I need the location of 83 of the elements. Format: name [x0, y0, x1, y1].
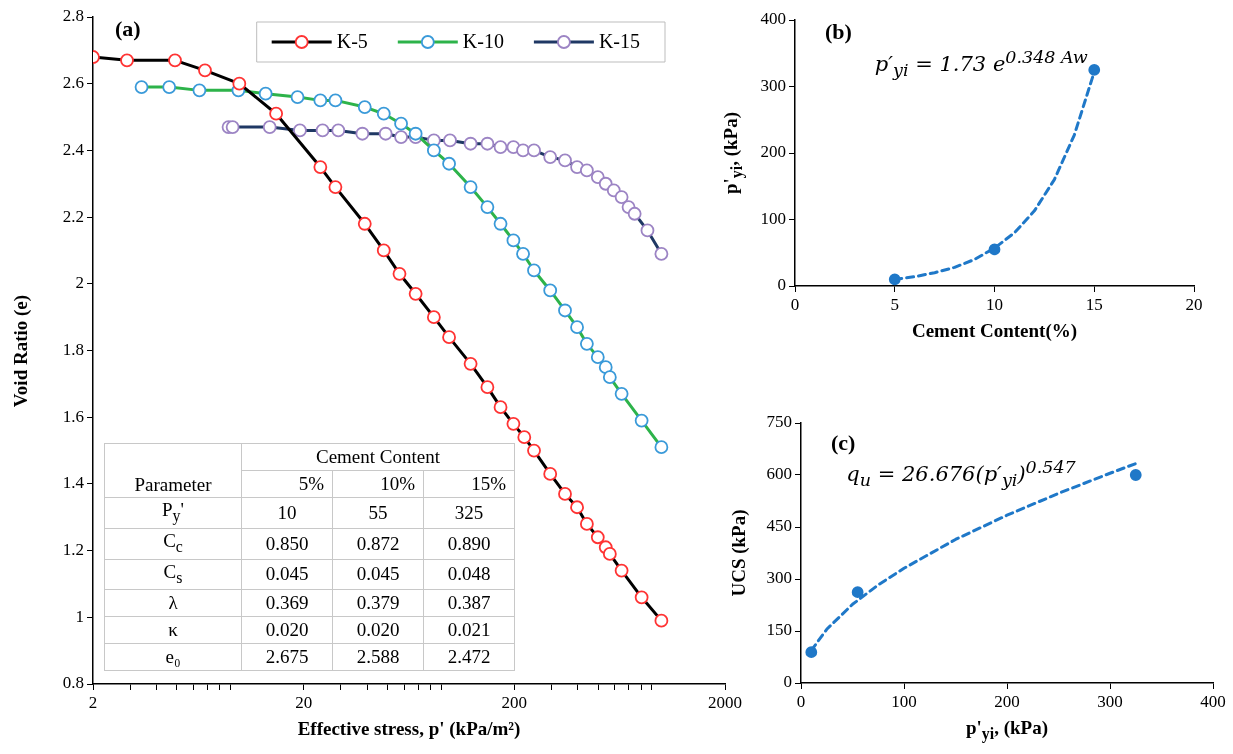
annotation: Cement Content [241, 443, 515, 471]
annotation: κ [104, 616, 242, 644]
y-tick-label: 400 [760, 9, 786, 29]
annotation: 0.387 [423, 589, 515, 617]
annotation: 5% [241, 470, 333, 498]
y-tick-label: 2 [75, 273, 84, 293]
y-axis-title: UCS (kPa) [728, 509, 750, 597]
annotation: 0.048 [423, 559, 515, 590]
x-tick-label: 15 [1085, 294, 1103, 314]
x-axis-title: p'$_{yi}$, (kPa) [966, 717, 1048, 743]
y-tick-label: 300 [766, 568, 792, 588]
annotation: p′$_{yi}$ = 1.73 e$^{0.348 Aw}$ [874, 46, 1088, 80]
point [888, 273, 901, 286]
annotation: 0.045 [241, 559, 333, 590]
legend-label: K-15 [598, 30, 641, 53]
y-tick-label: 100 [760, 208, 786, 228]
point [1129, 469, 1142, 481]
x-axis-title: Cement Content(%) [911, 320, 1078, 342]
annotation: e₀ [104, 643, 242, 671]
y-axis-title: Void Ratio (e) [10, 294, 32, 407]
y-tick-label: 1.4 [62, 473, 85, 493]
annotation: q$_{u}$ = 26.676(p′$_{yi}$)$^{0.547}$ [846, 456, 1076, 490]
point [988, 243, 1001, 256]
annotation: C$_{s}$ [104, 559, 242, 590]
x-tick-label: 20 [295, 692, 313, 712]
x-tick-label: 300 [1097, 691, 1123, 711]
legend-label: K-10 [462, 30, 504, 53]
y-tick-label: 0 [783, 672, 792, 692]
x-tick-label: 10 [986, 294, 1003, 314]
legend-label: K-5 [336, 30, 368, 53]
x-tick-label: 20 [1185, 294, 1203, 314]
y-tick-label: 1.2 [62, 540, 84, 560]
y-tick-label: 450 [766, 516, 792, 536]
y-tick-label: 2.4 [62, 139, 85, 159]
y-tick-label: 2.6 [62, 73, 84, 93]
annotation: 10% [332, 470, 424, 498]
y-tick-label: 0 [777, 275, 786, 295]
chart-title: (a) [115, 15, 141, 41]
annotation: 325 [423, 497, 515, 529]
x-tick-label: 100 [891, 691, 917, 711]
y-tick-label: 150 [766, 620, 792, 640]
chart-title: (b) [825, 18, 852, 44]
annotation: 0.045 [332, 559, 424, 590]
annotation: 55 [332, 497, 424, 529]
x-tick-label: 400 [1200, 691, 1226, 711]
annotation: C$_{c}$ [104, 528, 242, 560]
point [1088, 63, 1101, 76]
y-tick-label: 300 [760, 75, 786, 95]
annotation: 2.472 [423, 643, 515, 671]
annotation: 10 [241, 497, 333, 529]
x-axis-title: Effective stress, p' (kPa/m²) [297, 718, 521, 740]
x-tick-label: 5 [890, 294, 899, 314]
y-tick-label: 600 [766, 464, 792, 484]
annotation: 2.588 [332, 643, 424, 671]
annotation: 15% [423, 470, 515, 498]
x-tick-label: 200 [501, 692, 528, 712]
y-tick-label: 200 [760, 142, 786, 162]
annotation: λ [104, 589, 242, 617]
chart-title: (c) [831, 429, 856, 455]
annotation: 0.020 [332, 616, 424, 644]
annotation: 0.890 [423, 528, 515, 560]
annotation: 0.020 [241, 616, 333, 644]
annotation: Parameter [104, 443, 242, 498]
annotation: 0.369 [241, 589, 333, 617]
point [851, 586, 864, 599]
y-tick-label: 0.8 [62, 673, 84, 693]
y-tick-label: 1.6 [62, 406, 84, 426]
y-tick-label: 750 [766, 412, 792, 432]
point [805, 646, 818, 659]
annotation: 0.872 [332, 528, 424, 560]
x-tick-label: 2000 [708, 692, 742, 712]
y-tick-label: 1.8 [62, 339, 84, 359]
y-tick-label: 1 [75, 606, 84, 626]
annotation: 0.379 [332, 589, 424, 617]
annotation: 2.675 [241, 643, 333, 671]
x-tick-label: 2 [88, 692, 98, 712]
y-tick-label: 2.8 [62, 6, 84, 26]
x-tick-label: 200 [994, 691, 1020, 711]
x-tick-label: 0 [796, 691, 806, 711]
annotation: 0.850 [241, 528, 333, 560]
annotation: P$_{y}$' [104, 497, 242, 529]
y-tick-label: 2.2 [62, 206, 84, 226]
annotation: 0.021 [423, 616, 515, 644]
